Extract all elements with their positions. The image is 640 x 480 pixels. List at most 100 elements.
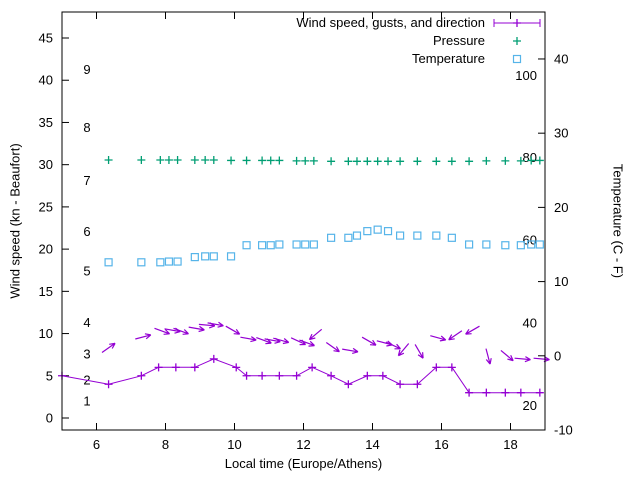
gust-arrow (188, 325, 205, 333)
legend-sample-pressure (493, 33, 541, 49)
temperature-marker (344, 233, 353, 242)
wind-speed-marker (308, 363, 317, 372)
temperature-marker (516, 241, 525, 250)
temperature-marker (501, 241, 510, 250)
gust-arrow (414, 344, 424, 359)
x-tick-label: 10 (227, 437, 241, 452)
beaufort-label: 1 (83, 394, 90, 409)
left-tick-label: 25 (39, 199, 53, 214)
wind-speed-series (58, 354, 544, 397)
legend-item-wind: Wind speed, gusts, and direction (296, 14, 541, 31)
wind-speed-marker (171, 363, 180, 372)
gust-arrow (397, 343, 410, 357)
temperature-marker (447, 233, 456, 242)
gust-arrow (308, 328, 323, 341)
fahrenheit-label: 80 (523, 150, 537, 165)
wind-speed-marker (363, 371, 372, 380)
pressure-marker (164, 156, 173, 165)
wind-speed-marker (432, 363, 441, 372)
wind-speed-marker (465, 388, 474, 397)
gust-arrow (342, 347, 359, 354)
right-tick-label: 0 (554, 348, 561, 363)
pressure-marker (352, 157, 361, 166)
temperature-marker (363, 227, 372, 236)
wind-speed-line (61, 358, 540, 394)
gust-arrow (430, 335, 447, 342)
pressure-marker (292, 156, 301, 165)
pressure-marker (327, 157, 336, 166)
temperature-marker (190, 253, 199, 262)
temperature-marker (104, 258, 113, 267)
wind-speed-marker (413, 380, 422, 389)
temperature-marker (164, 257, 174, 266)
temperature-marker (226, 252, 236, 261)
wind-speed-marker (447, 363, 456, 372)
temperature-marker (258, 241, 267, 250)
fahrenheit-label: 20 (523, 398, 537, 413)
wind-speed-marker (344, 380, 353, 389)
pressure-marker (309, 156, 318, 165)
temperature-marker (373, 225, 382, 234)
wind-speed-marker (535, 388, 544, 397)
gust-arrow (500, 349, 514, 362)
pressure-marker (516, 156, 525, 165)
temperature-marker (266, 241, 275, 250)
legend-label-temperature: Temperature (412, 51, 485, 66)
legend-item-pressure: Pressure (433, 32, 541, 49)
beaufort-label: 4 (83, 315, 90, 330)
pressure-marker (242, 156, 251, 165)
wind-speed-marker (501, 388, 510, 397)
left-tick-label: 0 (46, 411, 53, 426)
beaufort-label: 9 (83, 62, 90, 77)
temperature-marker (242, 241, 251, 250)
wind-speed-marker (154, 363, 163, 372)
pressure-marker (535, 156, 544, 165)
pressure-marker (482, 156, 491, 165)
gust-arrow (385, 341, 401, 350)
wind-speed-marker (292, 371, 301, 380)
wind-speed-marker (104, 380, 113, 389)
gust-arrow (207, 321, 224, 328)
temperature-marker (275, 240, 284, 249)
temperature-marker (432, 231, 441, 240)
temperature-marker (527, 240, 536, 249)
left-tick-label: 5 (46, 368, 53, 383)
left-tick-label: 30 (39, 157, 53, 172)
pressure-marker (501, 156, 510, 165)
wind-speed-marker (275, 371, 284, 380)
temperature-marker (156, 258, 165, 267)
wind-gust-arrows (101, 321, 550, 365)
pressure-marker (384, 157, 393, 166)
left-tick-label: 35 (39, 115, 53, 130)
temperature-marker (465, 240, 474, 249)
wind-speed-marker (258, 371, 267, 380)
pressure-marker (190, 156, 199, 165)
temperature-marker (482, 240, 491, 249)
fahrenheit-label: 100 (515, 68, 537, 83)
pressure-marker (432, 157, 441, 166)
pressure-marker (301, 156, 310, 165)
right-tick-label: 30 (554, 126, 568, 141)
right-tick-label: -10 (554, 423, 573, 438)
beaufort-label: 3 (83, 346, 90, 361)
legend-label-wind: Wind speed, gusts, and direction (296, 15, 485, 30)
x-tick-label: 16 (434, 437, 448, 452)
pressure-marker (104, 156, 113, 165)
pressure-marker (201, 156, 210, 165)
pressure-marker (209, 156, 218, 165)
x-tick-label: 12 (296, 437, 310, 452)
right-tick-label: 20 (554, 200, 568, 215)
x-tick-label: 14 (365, 437, 379, 452)
x-tick-label: 18 (503, 437, 517, 452)
gust-arrow (514, 356, 531, 363)
pressure-marker (465, 157, 474, 166)
gust-arrow (154, 327, 171, 335)
beaufort-label: 5 (83, 264, 90, 279)
x-axis-title: Local time (Europe/Athens) (224, 456, 383, 471)
legend-sample-glyph (512, 54, 522, 63)
pressure-marker (413, 157, 422, 166)
legend-item-temperature: Temperature (412, 50, 541, 67)
beaufort-label: 8 (83, 120, 90, 135)
gust-arrow (240, 336, 257, 343)
